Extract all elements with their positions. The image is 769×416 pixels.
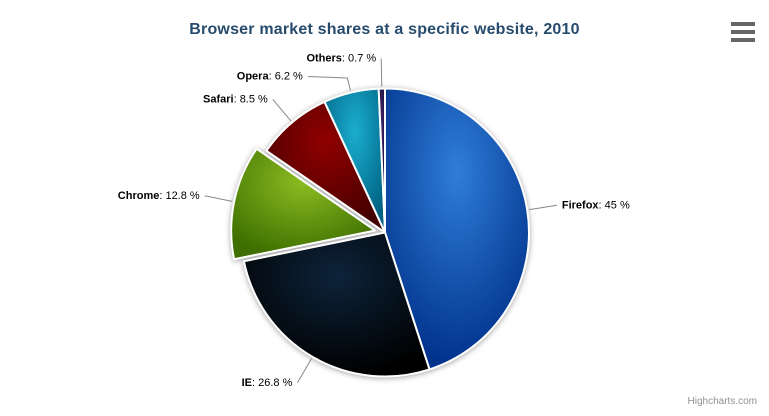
label-connector-opera — [307, 76, 351, 91]
pie-slice-chrome[interactable] — [230, 147, 377, 261]
label-connector-safari — [272, 99, 292, 122]
slice-label-chrome: Chrome: 12.8 % — [118, 190, 200, 202]
label-connector-firefox — [529, 204, 557, 211]
pie-slice-others[interactable] — [377, 87, 386, 234]
hamburger-icon — [730, 22, 756, 42]
slice-label-safari: Safari: 8.5 % — [203, 93, 268, 105]
export-menu-button[interactable] — [730, 21, 756, 43]
slice-label-others: Others: 0.7 % — [306, 53, 376, 65]
label-connector-chrome — [204, 195, 233, 202]
slice-label-ie: IE: 26.8 % — [242, 377, 293, 389]
pie-slice-firefox[interactable] — [384, 87, 530, 371]
credits-link[interactable]: Highcharts.com — [687, 396, 757, 407]
chart-title: Browser market shares at a specific webs… — [189, 21, 580, 38]
pie-slice-ie[interactable] — [242, 231, 431, 378]
slice-label-firefox: Firefox: 45 % — [562, 199, 630, 211]
label-connector-ie — [296, 358, 312, 384]
label-connector-others — [380, 58, 383, 87]
slice-label-opera: Opera: 6.2 % — [237, 71, 303, 83]
